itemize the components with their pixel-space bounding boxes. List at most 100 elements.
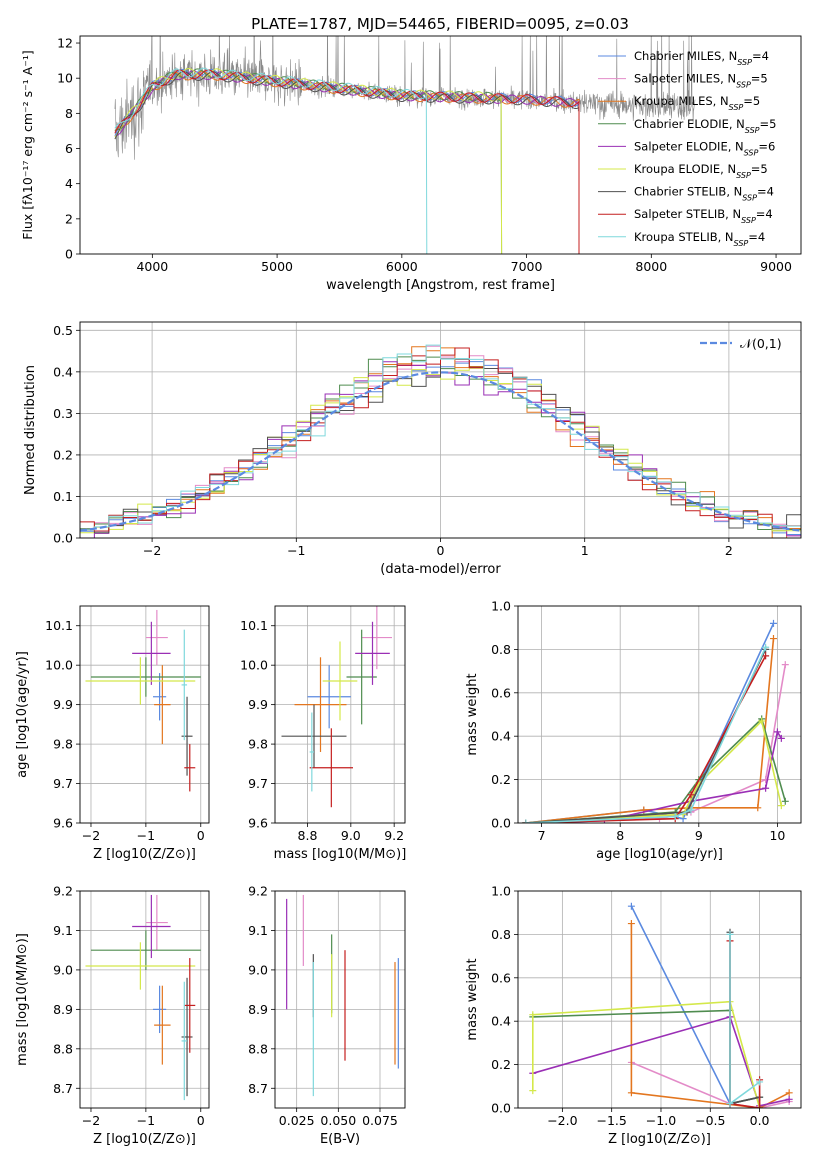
mass-weight-line: [729, 940, 761, 1108]
model-spectrum-line: [114, 71, 580, 254]
y-tick-label: 9.6: [248, 816, 268, 831]
x-axis-label: Z [log10(Z/Z⊙)]: [608, 1132, 711, 1147]
mass-weight-marker: [781, 797, 789, 805]
legend-label: Salpeter STELIB, NSSP=4: [634, 207, 773, 225]
y-tick-label: 9.8: [53, 737, 73, 752]
mass-weight-marker: [687, 791, 695, 799]
y-axis-label: Normed distribution: [23, 365, 38, 495]
plot-area: [286, 894, 399, 1097]
mass-weight-marker: [769, 635, 777, 643]
y-tick-label: 0.2: [491, 1057, 511, 1072]
x-tick-label: −1.0: [646, 1113, 676, 1128]
y-tick-label: 0.6: [491, 970, 511, 985]
mass-weight-marker: [785, 1095, 793, 1103]
y-tick-label: 9.6: [53, 816, 73, 831]
observed-spectrum-line: [114, 36, 696, 160]
x-tick-label: −1: [137, 1113, 155, 1128]
mass-weight-marker: [762, 784, 770, 792]
y-tick-label: 10.1: [45, 618, 73, 633]
x-tick-label: 2: [725, 543, 733, 558]
x-tick-label: 8000: [635, 259, 667, 274]
x-tick-label: 0: [437, 543, 445, 558]
residual-histogram: [80, 358, 801, 534]
mass-weight-marker: [522, 819, 530, 823]
x-tick-label: 10: [769, 828, 785, 843]
y-tick-label: 10.0: [240, 658, 268, 673]
legend-label: Chabrier STELIB, NSSP=4: [634, 185, 774, 203]
mass-weight-marker: [671, 812, 679, 820]
mass-weight-marker: [627, 920, 635, 928]
x-tick-label: 8: [616, 828, 624, 843]
y-tick-label: 0.0: [491, 816, 511, 831]
x-tick-label: 1: [581, 543, 589, 558]
axes-frame: [79, 605, 210, 824]
y-tick-label: 8.8: [248, 1041, 268, 1056]
mass-weight-marker: [627, 1089, 635, 1097]
residuals-panel: −2 −1 0 1 2 0.0 0.1 0.2 0.3 0.4 0.5 (data-model)/er…: [23, 321, 802, 577]
mass-weight-marker: [762, 652, 770, 660]
mass-weight-marker: [529, 1011, 537, 1019]
mass-weight-marker: [756, 1078, 764, 1086]
y-tick-label: 0.4: [491, 729, 511, 744]
mass-weight-line: [525, 655, 767, 823]
y-tick-label: 9.7: [53, 776, 73, 791]
y-tick-label: 8.9: [53, 1002, 73, 1017]
mass-weight-line: [525, 646, 767, 823]
weight-vs-age-panel: 7 8 9 10 0.0 0.2 0.4 0.6 0.8 1.0 age [log10(age/yr…: [465, 599, 802, 862]
y-tick-label: 9.2: [53, 884, 73, 899]
y-tick-label: 0: [65, 247, 73, 262]
y-tick-label: 9.7: [248, 776, 268, 791]
y-tick-label: 1.0: [491, 599, 511, 614]
y-tick-label: 0.8: [491, 927, 511, 942]
x-axis-label: E(B-V): [320, 1132, 360, 1147]
legend-label: Salpeter MILES, NSSP=5: [634, 72, 768, 90]
legend-label: 𝒩(0,1): [740, 336, 782, 351]
legend-label: Salpeter ELODIE, NSSP=6: [634, 139, 775, 157]
mass-vs-metallicity-panel: −2 −1 0 8.7 8.8 8.9 9.0 9.1 9.2 Z [log10(Z/Z⊙)] ma…: [15, 884, 210, 1147]
y-tick-label: 2: [65, 211, 73, 226]
x-tick-label: −1: [137, 828, 155, 843]
mass-weight-line: [525, 638, 775, 823]
axes-frame: [274, 605, 406, 824]
x-tick-label: 0.075: [362, 1113, 398, 1128]
mass-vs-extinction-panel: 0.025 0.050 0.075 8.7 8.8 8.9 9.0 9.1 9.2 E(B-V): [248, 884, 406, 1147]
y-tick-label: 9.0: [248, 962, 268, 977]
y-tick-label: 10.1: [240, 618, 268, 633]
x-axis-label: wavelength [Angstrom, rest frame]: [326, 278, 555, 293]
mass-weight-line: [532, 1015, 790, 1107]
axes-frame: [79, 35, 802, 255]
x-tick-label: 4000: [136, 259, 168, 274]
y-tick-label: 0.6: [491, 685, 511, 700]
y-axis-label: age [log10(age/yr)]: [15, 651, 30, 778]
mass-weight-marker: [762, 643, 770, 651]
weight-vs-metallicity-panel: −2.0 −1.5 −1.0 −0.5 0.0 0.0 0.2 0.4 0.6 0.8 1.0 Z […: [465, 884, 802, 1147]
y-tick-label: 9.8: [248, 737, 268, 752]
y-tick-label: 12: [57, 36, 73, 51]
mass-weight-marker: [777, 802, 785, 810]
y-tick-label: 0.3: [53, 406, 73, 421]
age-vs-metallicity-panel: −2 −1 0 9.6 9.7 9.8 9.9 10.0 10.1 Z [log10(Z/Z⊙)]…: [15, 605, 210, 862]
y-axis-label: mass weight: [465, 958, 480, 1040]
y-axis-label: mass [log10(M/M⊙)]: [15, 933, 30, 1066]
x-tick-label: 7: [538, 828, 546, 843]
x-tick-label: −2.0: [547, 1113, 577, 1128]
y-tick-label: 0.8: [491, 642, 511, 657]
x-axis-label: mass [log10(M/M⊙)]: [274, 847, 407, 862]
x-tick-label: −2: [143, 543, 161, 558]
mass-weight-line: [532, 1000, 761, 1108]
x-axis-label: age [log10(age/yr)]: [596, 847, 723, 862]
plot-area: [529, 902, 793, 1108]
x-tick-label: 8.8: [298, 828, 318, 843]
y-tick-label: 8.9: [248, 1002, 268, 1017]
axes-frame: [517, 890, 802, 1109]
mass-weight-marker: [781, 661, 789, 669]
y-tick-label: 9.2: [248, 884, 268, 899]
x-tick-label: 9.2: [384, 828, 404, 843]
y-tick-label: 10: [57, 71, 73, 86]
x-tick-label: −2: [82, 1113, 100, 1128]
legend-label: Kroupa STELIB, NSSP=4: [634, 230, 765, 248]
axes-frame: [79, 890, 210, 1109]
x-tick-label: 0: [197, 828, 205, 843]
y-tick-label: 0.5: [53, 323, 73, 338]
y-tick-label: 8: [65, 106, 73, 121]
